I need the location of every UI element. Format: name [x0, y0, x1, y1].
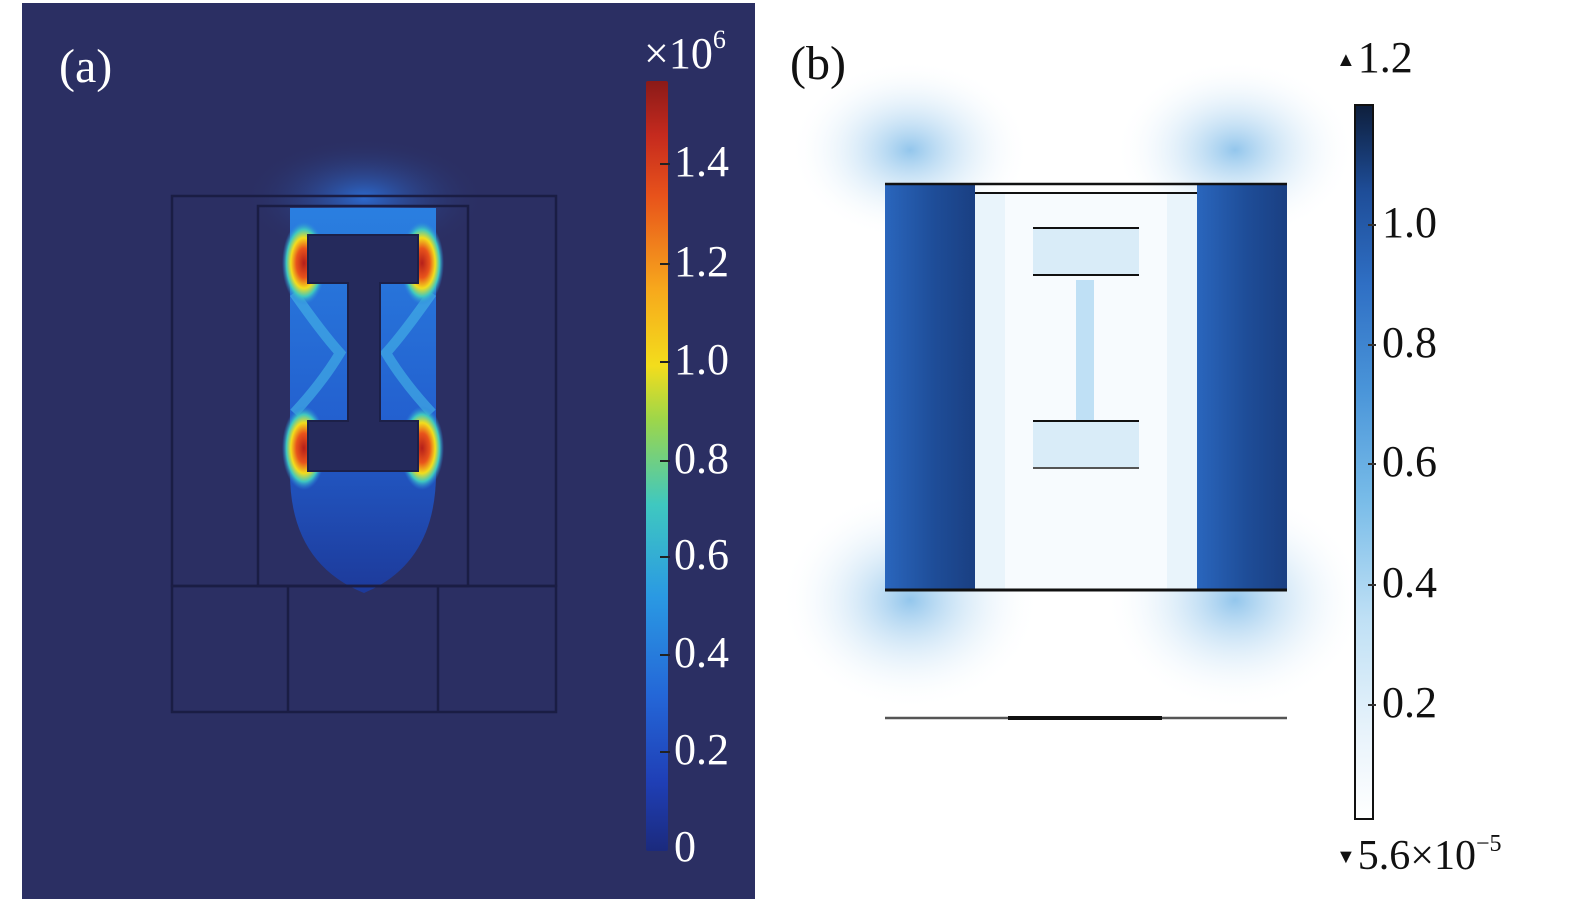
- colorbar-a-tick-label: 1.0: [674, 335, 729, 384]
- colorbar-a: [646, 81, 668, 851]
- colorbar-a-tick-label: 0: [674, 822, 696, 871]
- triangle-down-icon: ▼: [1336, 846, 1356, 868]
- colorbar-a-tick-label: 0.8: [674, 434, 729, 483]
- colorbar-b-tick: [1368, 584, 1376, 586]
- colorbar-a-tick: [660, 556, 670, 558]
- panel-label-a: (a): [59, 40, 113, 93]
- geometry-outlines: [170, 194, 558, 714]
- colorbar-b-min-label: ▼5.6×10−5: [1336, 831, 1502, 879]
- colorbar-b: [1354, 104, 1374, 820]
- colorbar-b-tick-label: 0.2: [1382, 678, 1437, 727]
- colorbar-a-tick: [660, 751, 670, 753]
- panel-b-geometry: [780, 60, 1365, 720]
- colorbar-b-tick-label: 1.0: [1382, 198, 1437, 247]
- i-beam-conductor: [307, 234, 419, 472]
- colorbar-a-tick: [660, 263, 670, 265]
- colorbar-a-tick: [660, 654, 670, 656]
- geometry-outlines-b: [885, 182, 1287, 720]
- colorbar-a-tick: [660, 460, 670, 462]
- colorbar-a-exponent: ×106: [644, 25, 726, 78]
- colorbar-b-max-label: ▲1.2: [1336, 33, 1413, 82]
- colorbar-a-tick-label: 0.2: [674, 725, 729, 774]
- colorbar-b-tick: [1368, 344, 1376, 346]
- core-right-leg: [1197, 184, 1287, 590]
- panel-label-b: (b): [790, 37, 846, 90]
- core-left-leg: [885, 184, 975, 590]
- colorbar-b-tick-label: 0.8: [1382, 318, 1437, 367]
- panel-b-flux-plot: (b) ▲1.2 1.0 0.8 0.6 0.4 0.2 ▼5.6×10−5: [770, 0, 1575, 904]
- field-bridge-left: [289, 290, 347, 417]
- colorbar-a-tick-label: 1.2: [674, 237, 729, 286]
- center-plate-top: [1033, 228, 1139, 275]
- colorbar-a-tick-label: 0.6: [674, 530, 729, 579]
- colorbar-b-tick: [1368, 704, 1376, 706]
- field-bridge-right: [379, 290, 437, 417]
- panel-a-geometry: [170, 138, 558, 714]
- colorbar-b-tick: [1368, 463, 1376, 465]
- colorbar-b-tick-label: 0.4: [1382, 558, 1437, 607]
- colorbar-a-tick: [660, 163, 670, 165]
- colorbar-a-tick-label: 1.4: [674, 137, 729, 186]
- center-plate-bottom: [1033, 421, 1139, 468]
- colorbar-a-tick: [660, 361, 670, 363]
- colorbar-b-tick-label: 0.6: [1382, 437, 1437, 486]
- center-web: [1076, 280, 1094, 420]
- colorbar-a-tick-label: 0.4: [674, 628, 729, 677]
- colorbar-b-tick: [1368, 224, 1376, 226]
- panel-a-field-plot: (a) ×106 1.4 1.2 1.0 0.8 0.6 0.4 0.2 0: [22, 3, 755, 899]
- triangle-up-icon: ▲: [1336, 49, 1356, 71]
